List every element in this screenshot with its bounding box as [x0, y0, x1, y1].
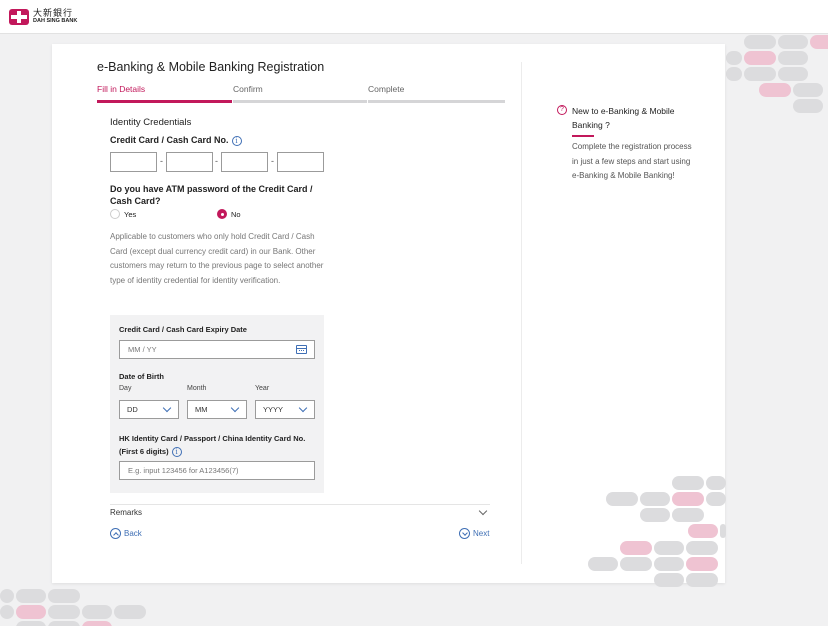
id-label-text: HK Identity Card / Passport / China Iden… [119, 434, 306, 456]
credential-panel: Credit Card / Cash Card Expiry Date MM /… [110, 315, 324, 493]
chevron-down-icon[interactable] [478, 506, 488, 516]
question-icon: ? [557, 105, 567, 115]
step-confirm: Confirm [233, 84, 263, 94]
chevron-down-icon [230, 403, 240, 413]
dob-label: Date of Birth [119, 372, 164, 381]
id-placeholder: E.g. input 123456 for A123456(7) [128, 466, 239, 475]
info-icon[interactable]: i [231, 135, 242, 146]
id-label: HK Identity Card / Passport / China Iden… [119, 432, 314, 458]
day-label: Day [119, 385, 132, 392]
card-no-dash: - [215, 156, 218, 166]
expiry-date-input[interactable]: MM / YY [119, 340, 315, 359]
remarks-toggle[interactable]: Remarks [110, 508, 143, 517]
remarks-divider [110, 504, 490, 505]
card-no-dash: - [271, 156, 274, 166]
atm-question: Do you have ATM password of the Credit C… [110, 184, 313, 206]
bank-name-cn: 大新銀行 [33, 8, 74, 19]
radio-yes-label: Yes [124, 209, 137, 219]
radio-no-circle[interactable] [217, 209, 227, 219]
year-value: YYYY [263, 405, 284, 414]
column-divider [521, 62, 522, 564]
radio-yes[interactable]: Yes [110, 209, 136, 219]
progress-steps: Fill in Details Confirm Complete [97, 84, 505, 106]
bank-name-en: DAH SING BANK [33, 18, 78, 25]
year-select[interactable]: YYYY [255, 400, 315, 419]
section-title: Identity Credentials [110, 117, 192, 128]
top-header: 大新銀行 DAH SING BANK [0, 0, 828, 34]
card-no-part-2[interactable] [166, 152, 213, 172]
radio-no[interactable]: No [217, 209, 241, 219]
step-bar-3 [368, 100, 505, 103]
dah-sing-logo-icon [9, 9, 29, 25]
chevron-down-circle-icon [459, 528, 470, 539]
day-select[interactable]: DD [119, 400, 179, 419]
sidebar-title: New to e-Banking & Mobile Banking ? [572, 106, 675, 130]
chevron-down-icon [298, 403, 308, 413]
step-bar-1 [97, 100, 232, 103]
step-bar-2 [233, 100, 367, 103]
back-button[interactable]: Back [110, 528, 142, 539]
sidebar-text: Complete the registration process in jus… [572, 142, 692, 181]
chevron-down-icon [162, 403, 172, 413]
step-complete: Complete [368, 84, 405, 94]
month-label: Month [187, 385, 207, 392]
info-icon[interactable]: i [171, 447, 182, 458]
card-no-part-1[interactable] [110, 152, 157, 172]
next-label: Next [473, 529, 490, 538]
back-label: Back [124, 529, 142, 538]
expiry-label: Credit Card / Cash Card Expiry Date [119, 325, 247, 334]
card-no-dash: - [160, 156, 163, 166]
expiry-placeholder: MM / YY [128, 345, 157, 354]
step-fill-in-details: Fill in Details [97, 84, 146, 94]
day-value: DD [127, 405, 138, 414]
radio-yes-circle[interactable] [110, 209, 120, 219]
card-no-label: Credit Card / Cash Card No. i [110, 135, 242, 146]
bank-logo[interactable]: 大新銀行 DAH SING BANK [9, 9, 77, 25]
month-value: MM [195, 405, 208, 414]
page-title: e-Banking & Mobile Banking Registration [97, 60, 325, 74]
calendar-icon[interactable] [296, 345, 307, 354]
next-button[interactable]: Next [459, 528, 489, 539]
card-no-part-3[interactable] [221, 152, 268, 172]
year-label: Year [255, 385, 270, 392]
sidebar-accent-bar [572, 135, 594, 137]
chevron-up-circle-icon [110, 528, 121, 539]
month-select[interactable]: MM [187, 400, 247, 419]
radio-no-label: No [231, 209, 241, 219]
card-no-part-4[interactable] [277, 152, 324, 172]
eligibility-note: Applicable to customers who only hold Cr… [110, 232, 324, 285]
id-number-input[interactable]: E.g. input 123456 for A123456(7) [119, 461, 315, 480]
card-no-label-text: Credit Card / Cash Card No. [110, 135, 229, 145]
